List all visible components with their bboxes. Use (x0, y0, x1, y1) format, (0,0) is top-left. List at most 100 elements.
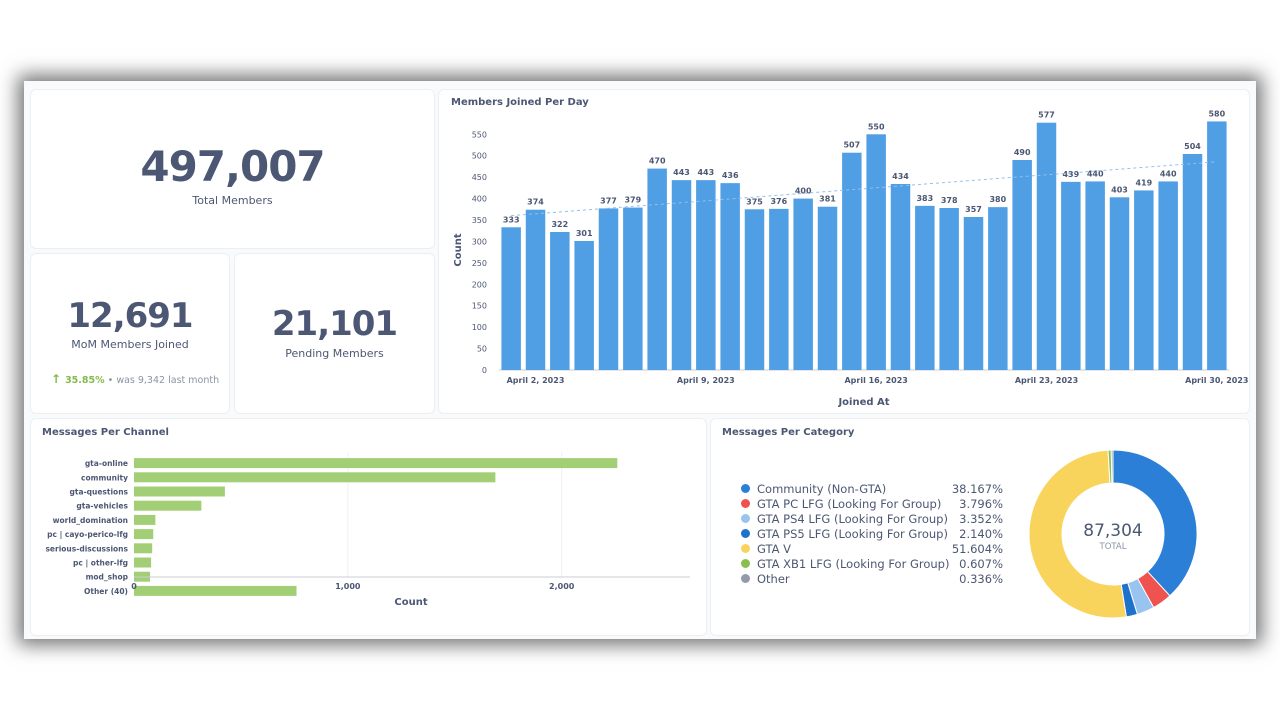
legend-label: Other (757, 571, 790, 586)
bar (134, 585, 297, 596)
bar (817, 206, 838, 370)
legend-item[interactable]: GTA XB1 LFG (Looking For Group) 0.607% (741, 556, 1003, 571)
bar (134, 500, 202, 511)
bar-data-label: 400 (795, 187, 812, 196)
pending-members-value: 21,101 (271, 304, 398, 344)
bar-data-label: 440 (1160, 169, 1177, 178)
legend-percent: 51.604% (951, 541, 1003, 556)
y-tick-label: 250 (472, 259, 487, 268)
y-tick-label: 450 (472, 173, 487, 182)
y-tick-label: gta-questions (70, 488, 129, 497)
bar (671, 180, 692, 370)
bar (623, 207, 643, 370)
messages-per-channel-chart: gta-online community gta-questions gta-vehi… (45, 452, 690, 608)
y-tick-label: pc | cayo-perico-lfg (47, 530, 128, 540)
bar (550, 232, 570, 370)
legend-label: GTA PS5 LFG (Looking For Group) (757, 526, 948, 541)
bar-data-label: 443 (697, 168, 714, 177)
legend-percent: 3.796% (959, 496, 1003, 511)
y-tick-label: 150 (472, 302, 487, 311)
bar-data-label: 443 (673, 168, 690, 177)
bar-data-label: 577 (1038, 111, 1055, 120)
y-tick-label: 0 (482, 366, 487, 375)
x-tick-label: 0 (131, 582, 137, 591)
bar (1036, 122, 1057, 370)
donut-slice (1110, 449, 1114, 484)
bar (1207, 121, 1227, 370)
members-per-day-title: Members Joined Per Day (451, 97, 589, 108)
mom-members-card[interactable]: 12,691 MoM Members Joined ↑ 35.85% • was … (30, 253, 230, 414)
y-tick-label: 50 (477, 345, 487, 354)
legend-swatch (741, 499, 750, 508)
legend-percent: 3.352% (959, 511, 1003, 526)
legend-item[interactable]: Community (Non-GTA) 38.167% (741, 481, 1003, 496)
bar-data-label: 436 (722, 171, 739, 180)
bar-data-label: 322 (551, 220, 568, 229)
bar (1085, 181, 1105, 370)
pending-members-card[interactable]: 21,101 Pending Members (234, 253, 435, 414)
donut-total-value: 87,304 (1083, 521, 1142, 541)
bar (1134, 190, 1154, 370)
x-tick-label: April 2, 2023 (507, 376, 565, 385)
legend-item[interactable]: Other 0.336% (741, 571, 1003, 586)
legend-percent: 0.336% (959, 571, 1003, 586)
messages-per-channel-title: Messages Per Channel (42, 427, 169, 438)
legend-item[interactable]: GTA PC LFG (Looking For Group) 3.796% (741, 496, 1003, 511)
legend-swatch (741, 559, 750, 568)
donut-total-label: TOTAL (1099, 542, 1127, 552)
pending-members-label: Pending Members (285, 347, 384, 360)
bar (134, 458, 618, 469)
bar (134, 529, 154, 540)
legend-item[interactable]: GTA PS4 LFG (Looking For Group) 3.352% (741, 511, 1003, 526)
bar (134, 557, 152, 568)
members-per-day-card[interactable]: Members Joined Per Day 0 50 100 150 200 250 30… (438, 89, 1250, 414)
x-tick-label: April 9, 2023 (677, 376, 735, 385)
y-tick-label: world_domination (53, 516, 128, 525)
x-axis-title: Count (394, 597, 427, 608)
y-axis-title: Count (453, 233, 464, 266)
bar (574, 241, 594, 370)
dashboard-frame: 497,007 Total Members 12,691 MoM Members… (24, 81, 1256, 639)
x-tick-label: April 30, 2023 (1185, 376, 1248, 385)
bar (939, 208, 959, 370)
donut-slice (1028, 449, 1127, 619)
mom-members-label: MoM Members Joined (71, 338, 189, 351)
bar (988, 207, 1008, 370)
bar-data-label: 380 (989, 195, 1006, 204)
bar (134, 472, 496, 483)
x-tick-label: April 16, 2023 (844, 376, 907, 385)
legend-percent: 2.140% (959, 526, 1003, 541)
legend-item[interactable]: GTA V 51.604% (741, 541, 1003, 556)
legend-item[interactable]: GTA PS5 LFG (Looking For Group) 2.140% (741, 526, 1003, 541)
messages-per-category-title: Messages Per Category (722, 427, 855, 438)
bar (769, 208, 789, 370)
bar-data-label: 434 (892, 172, 909, 181)
bar (890, 184, 911, 370)
bar (1012, 160, 1032, 370)
messages-per-category-card[interactable]: Messages Per Category Community (Non-GTA… (710, 418, 1250, 636)
bar (963, 217, 984, 370)
arrow-up-icon: ↑ (51, 372, 62, 386)
bar-data-label: 357 (965, 205, 982, 214)
total-members-value: 497,007 (140, 142, 325, 191)
y-tick-label: 100 (472, 323, 487, 332)
legend-swatch (741, 574, 750, 583)
bar-data-label: 381 (819, 195, 836, 204)
y-tick-label: 300 (472, 237, 487, 246)
total-members-card[interactable]: 497,007 Total Members (30, 89, 435, 249)
mom-separator: • (107, 375, 114, 386)
y-tick-label: 550 (472, 130, 487, 139)
messages-per-channel-card[interactable]: Messages Per Channel gta-online community… (30, 418, 707, 636)
total-members-label: Total Members (192, 194, 273, 207)
y-tick-label: community (81, 473, 128, 482)
donut-slice (1112, 449, 1198, 597)
legend-label: GTA PC LFG (Looking For Group) (757, 496, 942, 511)
bar (720, 183, 740, 370)
bar-data-label: 504 (1184, 142, 1201, 151)
bar-data-label: 419 (1135, 178, 1152, 187)
y-tick-label: mod_shop (86, 573, 129, 582)
bar-data-label: 580 (1208, 109, 1225, 118)
bar-data-label: 375 (746, 197, 763, 206)
legend-label: Community (Non-GTA) (757, 481, 887, 496)
